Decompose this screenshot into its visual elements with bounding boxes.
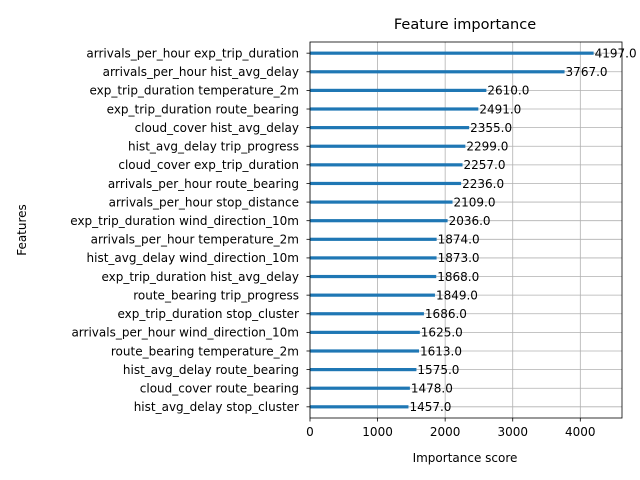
value-label: 2610.0 (487, 84, 529, 98)
value-label: 1478.0 (411, 382, 453, 396)
bar (310, 219, 448, 223)
bar (310, 51, 594, 55)
x-tick-label: 3000 (497, 425, 528, 439)
bar (310, 312, 424, 316)
y-tick-label: exp_trip_duration wind_direction_10m (70, 214, 299, 228)
y-tick-label: cloud_cover route_bearing (140, 382, 299, 396)
y-tick-label: hist_avg_delay wind_direction_10m (87, 251, 300, 265)
value-label: 2355.0 (470, 121, 512, 135)
bar (310, 163, 463, 167)
chart-title: Feature importance (394, 17, 536, 33)
value-label: 4197.0 (595, 46, 637, 60)
y-tick-label: hist_avg_delay stop_cluster (134, 400, 299, 414)
x-axis-label: Importance score (413, 451, 518, 465)
bar (310, 88, 487, 92)
bar (310, 405, 409, 409)
bar (310, 144, 466, 148)
plot-frame (309, 41, 623, 419)
value-label: 1613.0 (420, 344, 462, 358)
y-tick-label: arrivals_per_hour wind_direction_10m (71, 326, 299, 340)
value-label: 1457.0 (409, 400, 451, 414)
bar (310, 274, 437, 279)
bar (310, 368, 417, 372)
y-tick-label: hist_avg_delay route_bearing (123, 363, 299, 377)
value-label: 2299.0 (466, 140, 508, 154)
bar (310, 386, 410, 390)
y-tick-label: exp_trip_duration stop_cluster (117, 307, 299, 321)
value-label: 1625.0 (421, 326, 463, 340)
y-tick-label: exp_trip_duration temperature_2m (89, 84, 299, 98)
bar (310, 126, 470, 130)
value-label: 3767.0 (566, 65, 608, 79)
value-labels: 4197.0 3767.0 2610.0 2491.0 2355.0 2299.0 2257… (409, 46, 636, 414)
bar (310, 200, 453, 204)
value-label: 1849.0 (436, 288, 478, 302)
bar (310, 107, 479, 111)
value-label: 2109.0 (454, 195, 496, 209)
bar (310, 349, 420, 353)
x-tick-label: 4000 (565, 425, 596, 439)
y-tick-label: cloud_cover hist_avg_delay (135, 121, 299, 135)
value-label: 1873.0 (438, 251, 480, 265)
y-tick-label: arrivals_per_hour route_bearing (108, 177, 299, 191)
bar (310, 293, 435, 297)
bar (310, 237, 437, 241)
value-label: 2036.0 (449, 214, 491, 228)
bar (310, 256, 437, 260)
bar (310, 181, 462, 186)
value-label: 2236.0 (462, 177, 504, 191)
y-tick-label: hist_avg_delay trip_progress (128, 140, 299, 154)
bar (310, 70, 565, 74)
x-tick-label: 2000 (430, 425, 461, 439)
y-tick-label: route_bearing trip_progress (133, 288, 299, 302)
value-label: 2491.0 (479, 102, 521, 116)
y-tick-label: arrivals_per_hour hist_avg_delay (103, 65, 299, 79)
y-tick-label: route_bearing temperature_2m (111, 344, 299, 358)
y-axis-label: Features (15, 204, 29, 256)
x-tick-label: 1000 (362, 425, 393, 439)
x-ticks: 0 1000 2000 3000 4000 (306, 418, 596, 439)
y-tick-label: arrivals_per_hour exp_trip_duration (86, 46, 299, 60)
bar (310, 330, 420, 334)
value-label: 1874.0 (438, 233, 480, 247)
y-tick-label: arrivals_per_hour temperature_2m (91, 233, 299, 247)
y-tick-label: exp_trip_duration route_bearing (107, 102, 299, 116)
value-label: 2257.0 (464, 158, 506, 172)
value-label: 1686.0 (425, 307, 467, 321)
value-label: 1868.0 (437, 270, 479, 284)
value-label: 1575.0 (417, 363, 459, 377)
y-tick-label: exp_trip_duration hist_avg_delay (101, 270, 299, 284)
y-tick-label: arrivals_per_hour stop_distance (109, 195, 299, 209)
y-tick-label: cloud_cover exp_trip_duration (118, 158, 299, 172)
y-ticks: arrivals_per_hour exp_trip_durationarriv… (70, 46, 310, 414)
bars (310, 51, 594, 409)
x-tick-label: 0 (306, 425, 314, 439)
